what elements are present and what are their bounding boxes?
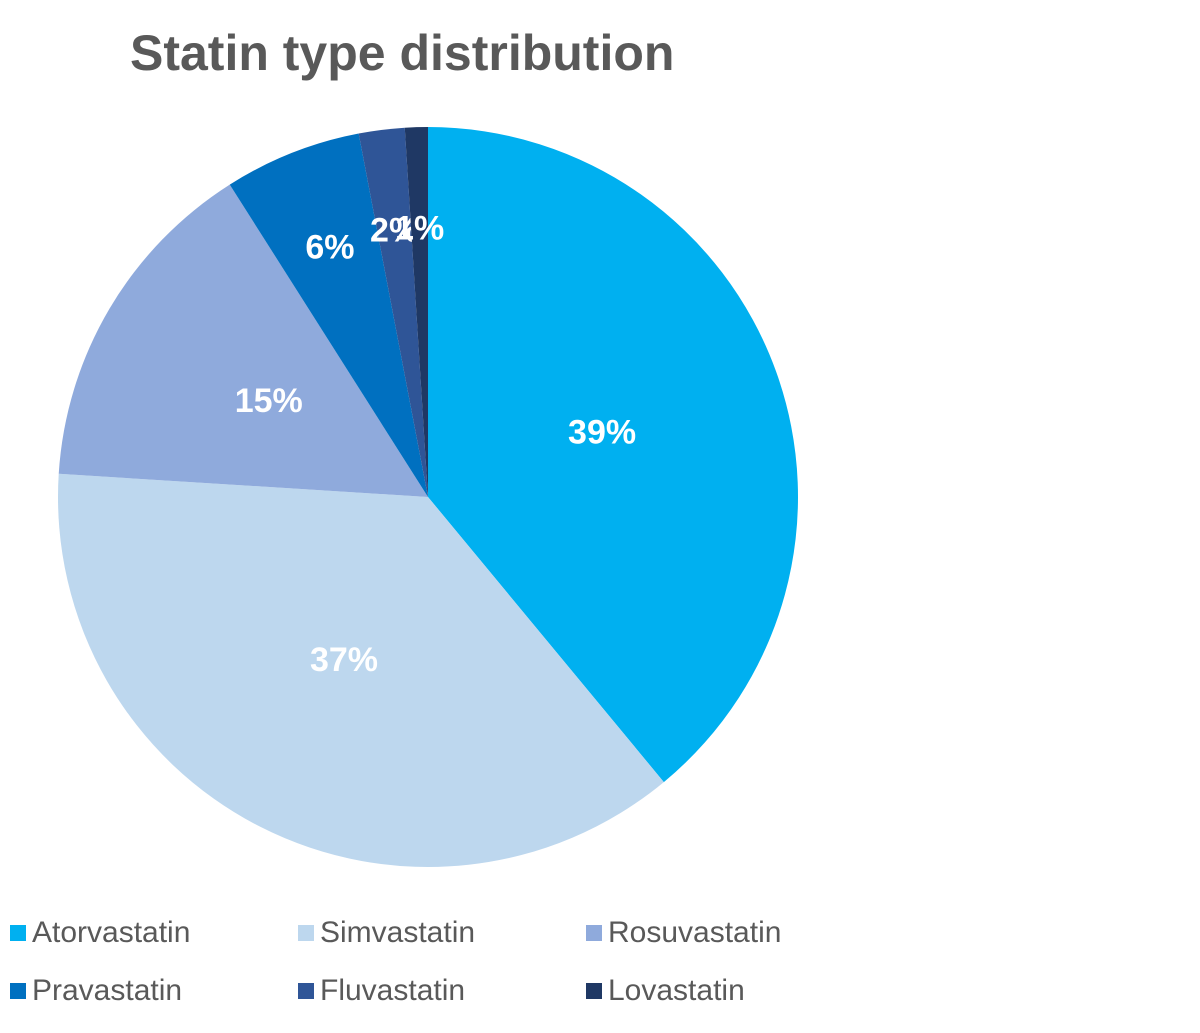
data-label: 1%: [395, 210, 444, 248]
pie-slice: [57, 473, 664, 868]
legend-swatch: [586, 983, 602, 999]
legend-label: Atorvastatin: [32, 916, 190, 949]
data-label: 6%: [305, 228, 354, 266]
data-label: 37%: [310, 641, 378, 679]
chart-title: Statin type distribution: [130, 25, 674, 81]
legend-swatch: [586, 925, 602, 941]
pie-slice: [358, 127, 428, 498]
legend-swatch: [298, 983, 314, 999]
legend-label: Rosuvastatin: [608, 916, 781, 949]
pie-slice: [58, 184, 429, 497]
legend-label: Fluvastatin: [320, 974, 465, 1007]
data-label: 15%: [235, 382, 303, 420]
pie-slice: [428, 127, 799, 783]
legend-label: Pravastatin: [32, 974, 182, 1007]
legend-swatch: [10, 925, 26, 941]
pie-slice: [404, 127, 428, 497]
legend-label: Lovastatin: [608, 974, 745, 1007]
legend-swatch: [10, 983, 26, 999]
legend-swatch: [298, 925, 314, 941]
pie-slice: [229, 133, 428, 497]
data-label: 39%: [568, 413, 636, 451]
legend-label: Simvastatin: [320, 916, 475, 949]
